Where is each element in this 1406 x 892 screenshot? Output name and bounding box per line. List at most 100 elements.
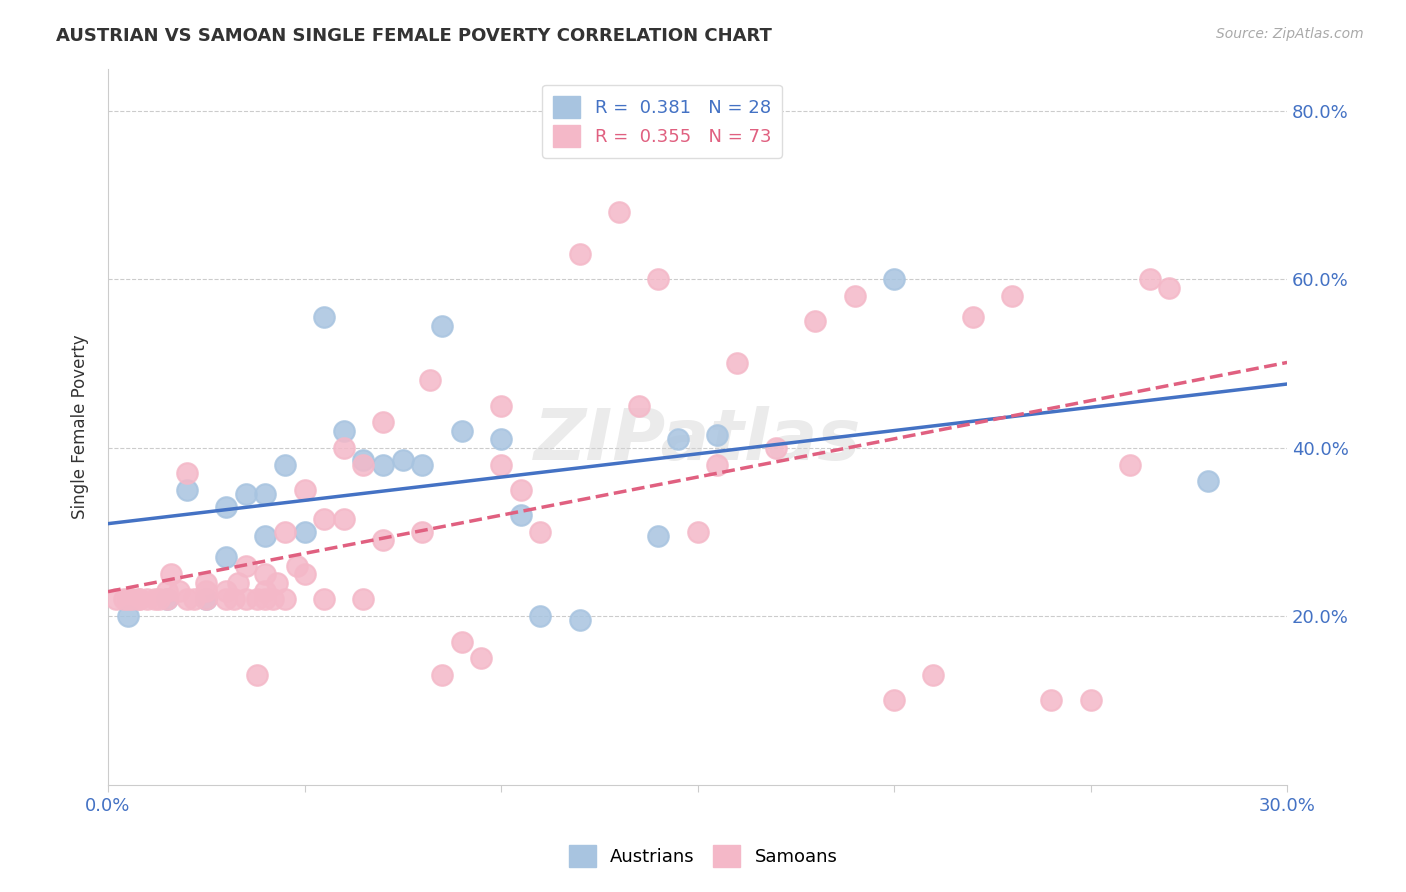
Point [215, 583, 238, 598]
Point [117, 609, 139, 624]
Text: ZIPatlas: ZIPatlas [534, 407, 862, 475]
Point [266, 575, 288, 590]
Point [314, 310, 336, 324]
Point [294, 567, 316, 582]
Point [176, 592, 198, 607]
Point [450, 424, 472, 438]
Point [215, 592, 238, 607]
Point [195, 592, 218, 607]
Point [314, 592, 336, 607]
Point [156, 592, 179, 607]
Point [195, 575, 218, 590]
Point [226, 575, 249, 590]
Point [411, 524, 433, 539]
Point [529, 524, 551, 539]
Point [706, 428, 728, 442]
Point [568, 247, 591, 261]
Point [1159, 280, 1181, 294]
Point [246, 668, 269, 682]
Point [262, 592, 284, 607]
Point [391, 453, 413, 467]
Point [183, 592, 205, 607]
Point [112, 592, 135, 607]
Point [128, 592, 150, 607]
Text: Source: ZipAtlas.com: Source: ZipAtlas.com [1216, 27, 1364, 41]
Point [883, 693, 905, 707]
Point [254, 487, 277, 501]
Point [627, 399, 650, 413]
Point [167, 583, 190, 598]
Point [430, 318, 453, 333]
Point [143, 592, 166, 607]
Point [765, 441, 787, 455]
Point [922, 668, 945, 682]
Text: AUSTRIAN VS SAMOAN SINGLE FEMALE POVERTY CORRELATION CHART: AUSTRIAN VS SAMOAN SINGLE FEMALE POVERTY… [56, 27, 772, 45]
Point [489, 399, 512, 413]
Point [235, 592, 257, 607]
Point [136, 592, 159, 607]
Point [156, 583, 179, 598]
Point [647, 272, 669, 286]
Point [1139, 272, 1161, 286]
Point [962, 310, 984, 324]
Point [285, 558, 308, 573]
Point [156, 592, 179, 607]
Point [489, 458, 512, 472]
Point [883, 272, 905, 286]
Point [274, 592, 297, 607]
Point [215, 500, 238, 514]
Point [706, 458, 728, 472]
Point [195, 592, 218, 607]
Point [104, 592, 127, 607]
Point [254, 592, 277, 607]
Point [333, 441, 356, 455]
Point [1198, 475, 1220, 489]
Point [121, 592, 143, 607]
Point [294, 524, 316, 539]
Point [607, 204, 630, 219]
Point [176, 483, 198, 497]
Point [568, 614, 591, 628]
Point [274, 524, 297, 539]
Point [1119, 458, 1142, 472]
Point [314, 512, 336, 526]
Point [254, 567, 277, 582]
Point [215, 550, 238, 565]
Point [647, 529, 669, 543]
Point [254, 583, 277, 598]
Point [411, 458, 433, 472]
Point [371, 416, 394, 430]
Point [246, 592, 269, 607]
Point [430, 668, 453, 682]
Point [353, 458, 375, 472]
Point [804, 314, 827, 328]
Point [235, 487, 257, 501]
Point [254, 529, 277, 543]
Point [333, 512, 356, 526]
Point [160, 567, 183, 582]
Point [274, 458, 297, 472]
Legend: R =  0.381   N = 28, R =  0.355   N = 73: R = 0.381 N = 28, R = 0.355 N = 73 [543, 85, 782, 158]
Point [176, 466, 198, 480]
Point [294, 483, 316, 497]
Point [450, 634, 472, 648]
Point [844, 289, 866, 303]
Point [117, 592, 139, 607]
Point [419, 373, 441, 387]
Point [353, 453, 375, 467]
Legend: Austrians, Samoans: Austrians, Samoans [561, 838, 845, 874]
Point [333, 424, 356, 438]
Point [353, 592, 375, 607]
Point [529, 609, 551, 624]
Point [1001, 289, 1024, 303]
Point [509, 508, 531, 522]
Y-axis label: Single Female Poverty: Single Female Poverty [72, 334, 89, 519]
Point [1040, 693, 1063, 707]
Point [725, 356, 748, 370]
Point [148, 592, 170, 607]
Point [489, 432, 512, 446]
Point [222, 592, 245, 607]
Point [509, 483, 531, 497]
Point [1080, 693, 1102, 707]
Point [371, 458, 394, 472]
